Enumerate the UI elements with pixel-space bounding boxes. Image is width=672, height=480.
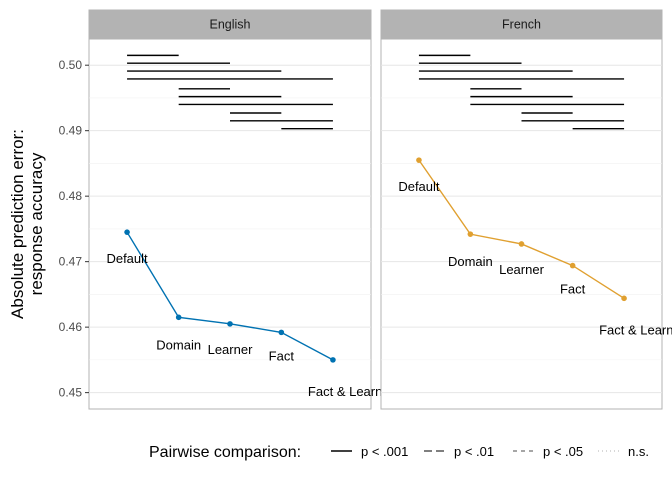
panel-french: French Default Domain Learner Fact Fact & Lea… bbox=[380, 9, 672, 410]
point-label: Fact & Learner bbox=[599, 322, 672, 337]
y-tick-label: 0.45 bbox=[59, 386, 83, 400]
point-label: Learner bbox=[499, 262, 544, 277]
legend-label: p < .001 bbox=[361, 444, 408, 459]
y-tick-label: 0.50 bbox=[59, 58, 83, 72]
panel-background bbox=[88, 38, 372, 410]
y-axis-title-line: Absolute prediction error: bbox=[8, 129, 27, 319]
data-point bbox=[416, 157, 422, 163]
y-axis-title: Absolute prediction error:response accur… bbox=[8, 129, 46, 319]
y-tick-label: 0.47 bbox=[59, 255, 83, 269]
legend-label: p < .01 bbox=[454, 444, 494, 459]
data-point bbox=[175, 314, 182, 321]
point-label: Domain bbox=[448, 254, 493, 269]
strip-english bbox=[88, 9, 372, 39]
data-point bbox=[330, 357, 336, 363]
legend-label: p < .05 bbox=[543, 444, 583, 459]
point-label: Domain bbox=[156, 337, 201, 352]
strip-label: English bbox=[210, 18, 251, 32]
strip-french bbox=[380, 9, 663, 39]
y-tick-label: 0.46 bbox=[59, 320, 83, 334]
point-label: Default bbox=[106, 251, 148, 266]
data-point bbox=[124, 229, 130, 235]
panel-english: English Default Domain Learner Fact Fact & Le… bbox=[88, 9, 395, 410]
y-tick-label: 0.48 bbox=[59, 189, 83, 203]
data-point bbox=[278, 329, 285, 336]
strip-label: French bbox=[502, 18, 541, 32]
point-label: Fact & Learner bbox=[308, 384, 395, 399]
data-point bbox=[569, 262, 576, 269]
y-axis-title-line: response accuracy bbox=[27, 152, 46, 295]
data-point bbox=[518, 241, 525, 247]
y-tick-label: 0.49 bbox=[59, 124, 83, 138]
panel-background bbox=[380, 38, 663, 410]
legend-label: n.s. bbox=[628, 444, 649, 459]
data-point bbox=[467, 231, 474, 237]
point-label: Learner bbox=[208, 342, 253, 357]
point-label: Default bbox=[398, 179, 440, 194]
point-label: Fact bbox=[560, 282, 586, 297]
data-point bbox=[621, 295, 627, 302]
point-label: Fact bbox=[269, 348, 295, 363]
data-point bbox=[227, 321, 233, 327]
legend-title: Pairwise comparison: bbox=[149, 444, 301, 461]
